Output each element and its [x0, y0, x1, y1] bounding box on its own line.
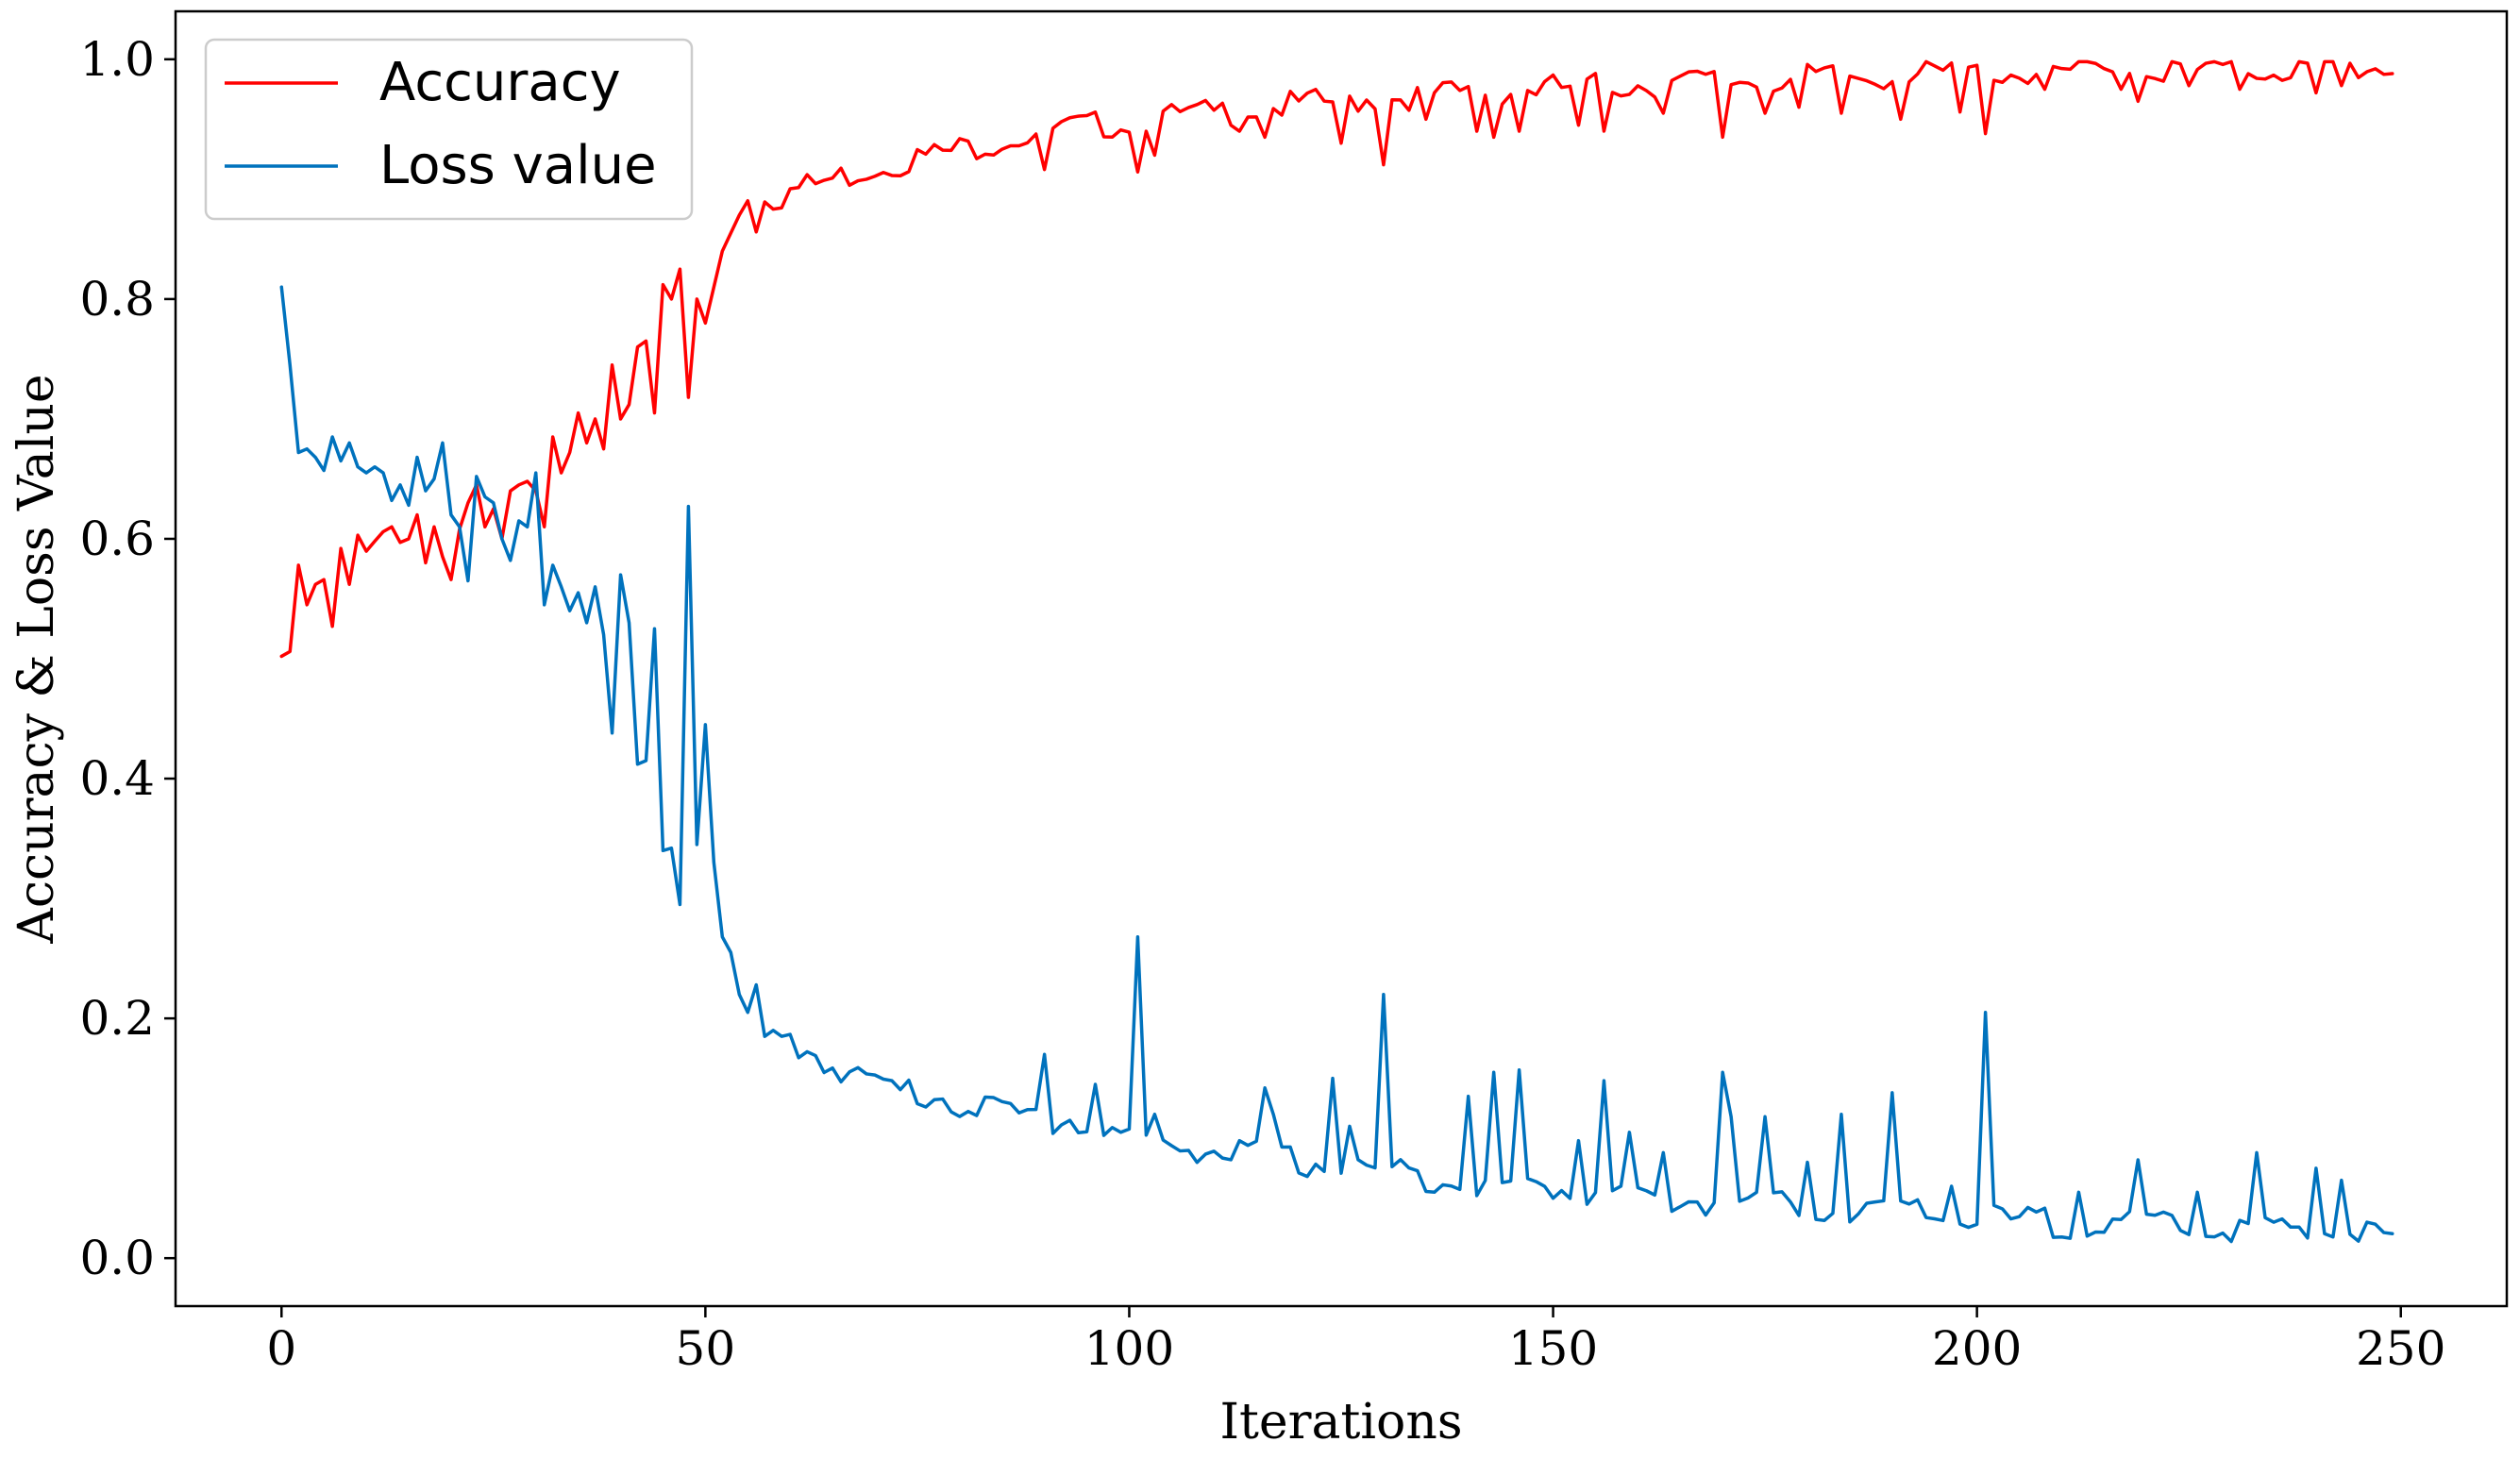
- plot-frame: [174, 9, 2509, 1308]
- x-tick-label: 50: [676, 1321, 736, 1376]
- legend: Accuracy Loss value: [204, 38, 694, 221]
- x-tick-label: 150: [1508, 1321, 1598, 1376]
- x-tick-label: 250: [2356, 1321, 2445, 1376]
- legend-loss-label: Loss value: [379, 135, 657, 196]
- x-tick-label: 200: [1932, 1321, 2022, 1376]
- legend-accuracy-label: Accuracy: [379, 52, 621, 113]
- y-tick-label: 0.8: [79, 272, 155, 327]
- x-tick-label: 0: [266, 1321, 296, 1376]
- x-axis-label: Iterations: [1219, 1394, 1462, 1451]
- y-tick-label: 0.6: [79, 511, 155, 566]
- y-tick-label: 1.0: [79, 32, 155, 87]
- series-line-loss-value: [279, 285, 2394, 1244]
- y-tick-label: 0.0: [79, 1231, 155, 1285]
- x-tick-label: 100: [1084, 1321, 1174, 1376]
- series-layer: [279, 59, 2394, 1244]
- series-line-accuracy: [279, 59, 2394, 659]
- y-tick-label: 0.4: [79, 751, 155, 806]
- x-ticks: 0 50 100 150 200 250: [266, 1306, 2445, 1376]
- y-ticks: 0.0 0.2 0.4 0.6 0.8 1.0: [79, 32, 176, 1285]
- y-tick-label: 0.2: [79, 991, 155, 1046]
- y-axis-label: Accuracy & Loss Value: [8, 374, 65, 944]
